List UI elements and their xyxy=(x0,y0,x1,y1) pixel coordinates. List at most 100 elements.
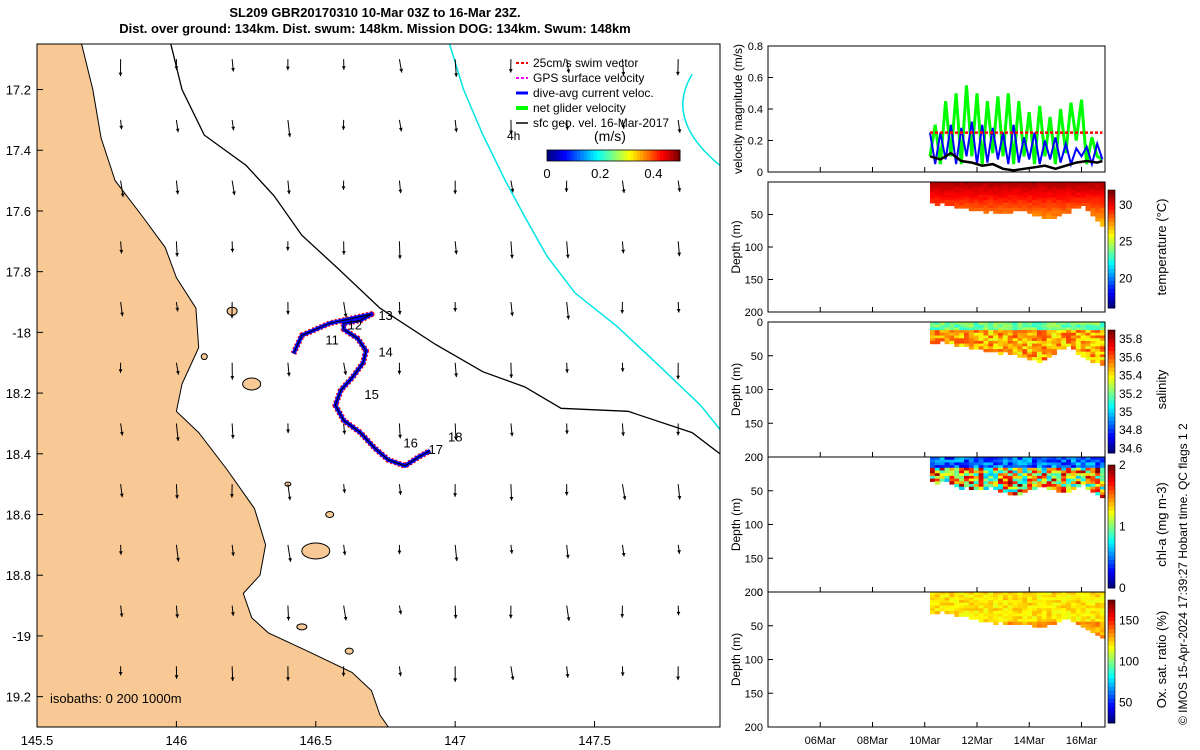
heatmap-cell xyxy=(1022,354,1028,358)
heatmap-cell xyxy=(934,184,941,188)
velocity-ytick-label: 0.6 xyxy=(748,73,763,85)
heatmap-cell xyxy=(1036,465,1043,469)
heatmap-colorbar-cell xyxy=(1108,686,1115,691)
heatmap-cell xyxy=(1007,330,1014,334)
heatmap-cell xyxy=(1100,494,1106,499)
heatmap-colorbar-frame xyxy=(1107,189,1116,309)
heatmap-cell xyxy=(934,197,941,201)
heatmap-cell xyxy=(929,335,936,339)
heatmap-cell xyxy=(973,462,980,466)
heatmap-cell xyxy=(968,475,975,480)
heatmap-cell xyxy=(1056,459,1062,463)
heatmap-cell xyxy=(1041,192,1048,196)
heatmap-cell xyxy=(988,600,994,604)
heatmap-colorbar-cell xyxy=(1108,682,1115,687)
heatmap-cell xyxy=(968,330,975,334)
heatmap-cell xyxy=(1100,608,1106,612)
heatmap-cell xyxy=(1080,592,1087,596)
heatmap-cell xyxy=(1056,330,1062,334)
heatmap-cell xyxy=(1017,484,1023,488)
heatmap-cell xyxy=(1017,492,1023,496)
map-frame xyxy=(36,43,721,728)
heatmap-cell xyxy=(1100,359,1106,364)
heatmap-cell xyxy=(959,602,965,607)
heatmap-cell xyxy=(1070,182,1077,186)
heatmap-cell xyxy=(968,613,975,617)
heatmap-cell xyxy=(949,467,955,472)
heatmap-cell xyxy=(1056,340,1062,345)
depth-axis-label: Depth (m) xyxy=(729,220,743,273)
heatmap-cell xyxy=(949,600,955,604)
heatmap-cell xyxy=(1032,346,1038,350)
heatmap-cell xyxy=(949,324,955,328)
heatmap-cell xyxy=(1056,467,1062,472)
heatmap-colorbar-cell xyxy=(1108,284,1115,289)
heatmap-cell xyxy=(1002,594,1009,598)
heatmap-cell xyxy=(1090,192,1096,196)
heatmap-cell xyxy=(1036,192,1043,196)
heatmap-cell xyxy=(1056,597,1062,601)
depth-tick-label: 0 xyxy=(757,452,763,464)
heatmap-cell xyxy=(1017,592,1023,596)
heatmap-cell xyxy=(1090,195,1096,199)
heatmap-colorbar-cell xyxy=(1108,330,1115,335)
heatmap-cell xyxy=(968,200,975,204)
heatmap-colorbar-cell xyxy=(1108,296,1115,301)
heatmap-cell xyxy=(1100,354,1106,358)
heatmap-cell xyxy=(1090,210,1096,214)
heatmap-cell xyxy=(1056,473,1062,477)
geo-velocity-arrowhead xyxy=(564,491,569,496)
heatmap-cell xyxy=(1002,613,1009,617)
heatmap-cell xyxy=(993,459,999,463)
heatmap-cell xyxy=(993,481,999,485)
heatmap-cell xyxy=(934,327,941,331)
heatmap-cell xyxy=(964,184,970,188)
heatmap-cell xyxy=(988,592,994,596)
heatmap-cell xyxy=(1066,613,1072,617)
heatmap-cell xyxy=(929,605,936,609)
heatmap-cell xyxy=(1032,594,1038,598)
heatmap-cell xyxy=(973,473,980,477)
heatmap-cell xyxy=(949,473,955,477)
heatmap-cell xyxy=(959,475,965,480)
heatmap-cell xyxy=(954,189,960,193)
heatmap-cell xyxy=(964,462,970,466)
heatmap-cell xyxy=(959,340,965,345)
heatmap-cell xyxy=(934,602,941,607)
heatmap-cell xyxy=(1095,354,1101,358)
heatmap-cell xyxy=(1017,457,1023,461)
heatmap-cell xyxy=(998,594,1004,598)
heatmap-cell xyxy=(1061,192,1067,196)
heatmap-cell xyxy=(954,484,960,488)
heatmap-cell xyxy=(1070,467,1077,472)
heatmap-cell xyxy=(1056,205,1062,209)
geo-velocity-arrowhead xyxy=(342,551,347,556)
heatmap-cell xyxy=(1100,613,1106,617)
heatmap-cell xyxy=(1036,322,1043,326)
heatmap-colorbar-cell xyxy=(1108,661,1115,667)
heatmap-cell xyxy=(959,484,965,488)
heatmap-cell xyxy=(1051,470,1057,474)
heatmap-cell xyxy=(949,602,955,607)
heatmap-cell xyxy=(1056,457,1062,461)
depth-tick-label: 100 xyxy=(745,520,763,532)
heatmap-cell xyxy=(1051,594,1057,598)
heatmap-cell xyxy=(939,335,946,339)
heatmap-cell xyxy=(1027,467,1033,472)
heatmap-cell xyxy=(1085,600,1092,604)
heatmap-cell xyxy=(983,470,989,474)
heatmap-cell xyxy=(973,322,980,326)
heatmap-cell xyxy=(944,475,951,480)
heatmap-cell xyxy=(1080,349,1087,353)
heatmap-cell xyxy=(954,195,960,199)
heatmap-cell xyxy=(1007,600,1014,604)
heatmap-cell xyxy=(1100,492,1106,496)
heatmap-cell xyxy=(1095,192,1101,196)
heatmap-cell xyxy=(1032,208,1038,212)
heatmap-cell xyxy=(1056,187,1062,191)
heatmap-cell xyxy=(1002,340,1009,345)
heatmap-cell xyxy=(944,184,951,188)
heatmap-cell xyxy=(1027,327,1033,331)
heatmap-cell xyxy=(983,187,989,191)
heatmap-cell xyxy=(954,200,960,204)
